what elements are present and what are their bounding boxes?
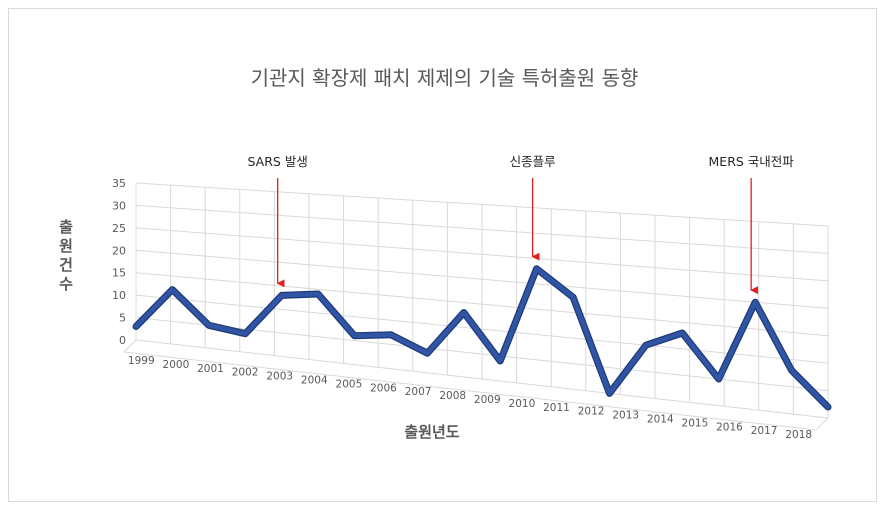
x-tick-label: 2012 bbox=[578, 406, 605, 418]
x-tick-label: 2016 bbox=[716, 421, 743, 433]
y-tick-label: 35 bbox=[112, 177, 126, 190]
y-tick-label: 20 bbox=[112, 244, 126, 257]
y-tick-label: 25 bbox=[112, 222, 126, 235]
y-axis-ticks: 0 5 10 15 20 25 30 35 bbox=[112, 177, 126, 347]
data-point bbox=[535, 267, 539, 271]
data-point bbox=[753, 300, 757, 304]
floor-edge bbox=[123, 339, 137, 353]
series-line bbox=[132, 265, 832, 411]
x-tick-label: 2002 bbox=[232, 367, 259, 379]
x-tick-label: 2007 bbox=[405, 386, 432, 398]
x-tick-label: 2000 bbox=[163, 359, 190, 371]
data-point bbox=[134, 325, 138, 329]
data-point bbox=[353, 334, 357, 338]
grid bbox=[123, 182, 829, 431]
chart-title: 기관지 확장제 패치 제제의 기술 특허출원 동향 bbox=[250, 66, 639, 90]
y-tick-label: 0 bbox=[119, 334, 126, 347]
x-tick-label: 2014 bbox=[647, 413, 674, 425]
annotations: SARS 발생 신종플루 MERS 국내전파 bbox=[248, 154, 795, 295]
x-tick-label: 2001 bbox=[197, 363, 224, 375]
annotation-label: 신종플루 bbox=[510, 154, 556, 169]
x-axis-label: 출원년도 bbox=[404, 423, 459, 441]
annotation-label: SARS 발생 bbox=[248, 154, 308, 169]
data-point bbox=[462, 310, 466, 314]
data-point bbox=[717, 377, 721, 381]
data-point bbox=[425, 351, 429, 355]
x-tick-label: 2011 bbox=[543, 402, 570, 414]
series-line-path bbox=[133, 266, 831, 410]
data-point bbox=[680, 331, 684, 335]
x-tick-label: 2009 bbox=[474, 394, 501, 406]
x-tick-label: 2017 bbox=[751, 425, 778, 437]
x-tick-label: 2003 bbox=[266, 371, 293, 383]
data-point bbox=[280, 293, 284, 297]
x-tick-label: 1999 bbox=[128, 355, 155, 367]
data-point bbox=[644, 343, 648, 347]
y-tick-label: 5 bbox=[119, 312, 126, 325]
data-point bbox=[207, 323, 211, 327]
data-point bbox=[316, 292, 320, 296]
x-axis-ticks: 1999 2000 2001 2002 2003 2004 2005 2006 2007 2008… bbox=[128, 355, 812, 441]
x-tick-label: 2006 bbox=[370, 382, 397, 394]
x-tick-label: 2018 bbox=[785, 429, 812, 441]
annotation-label: MERS 국내전파 bbox=[709, 154, 795, 169]
y-tick-label: 10 bbox=[112, 289, 126, 302]
x-tick-label: 2013 bbox=[612, 410, 639, 422]
x-tick-label: 2010 bbox=[509, 398, 536, 410]
data-point bbox=[571, 295, 575, 299]
x-tick-label: 2015 bbox=[682, 417, 709, 429]
y-tick-label: 30 bbox=[112, 199, 126, 212]
x-tick-label: 2005 bbox=[336, 378, 363, 390]
data-point bbox=[170, 288, 174, 292]
data-point bbox=[498, 359, 502, 363]
data-point bbox=[790, 368, 794, 372]
x-tick-label: 2008 bbox=[439, 390, 466, 402]
floor-edge bbox=[123, 351, 817, 431]
data-point bbox=[607, 391, 611, 395]
data-point bbox=[826, 405, 830, 409]
chart-frame bbox=[8, 8, 877, 502]
y-tick-label: 15 bbox=[112, 267, 126, 280]
data-point bbox=[389, 333, 393, 337]
floor-edge bbox=[815, 417, 829, 431]
data-point bbox=[243, 332, 247, 336]
x-tick-label: 2004 bbox=[301, 374, 328, 386]
